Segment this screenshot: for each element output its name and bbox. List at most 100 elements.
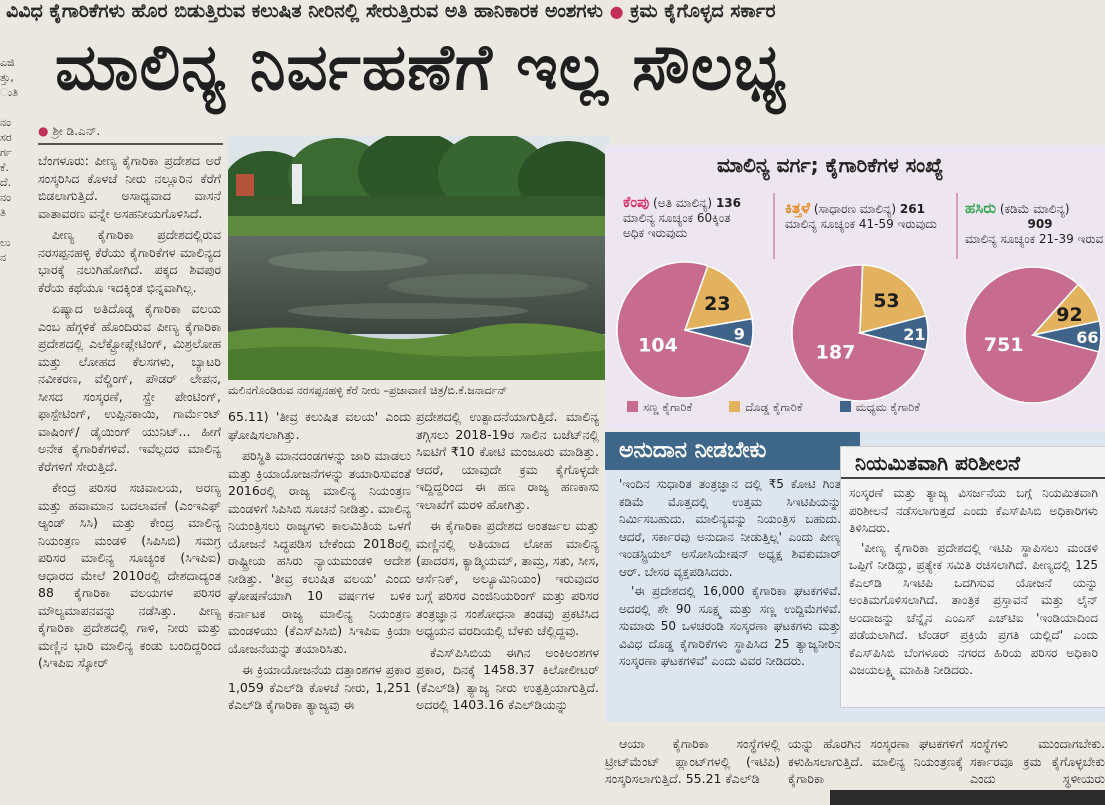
- pie-value-label: 104: [638, 334, 678, 356]
- fragment-line: [0, 220, 20, 235]
- fragment-line: ದೆ.: [0, 176, 12, 189]
- pie-value-label: 23: [704, 293, 730, 315]
- category-name: ಕೆಂಪು: [623, 193, 650, 211]
- photo-caption: ಮಲಿನಗೊಂಡಿರುವ ನರಸಪ್ಪನಹಳ್ಳಿ ಕೆರೆ ನೀರು –ಪ್ರ…: [228, 384, 508, 397]
- fragment-line: ತಿ: [0, 206, 6, 219]
- col1-para: ಪೀಣ್ಯ ಕೈಗಾರಿಕಾ ಪ್ರದೇಶದಲ್ಲಿರುವ ನರಸಪ್ಪನಹಳ್…: [38, 227, 221, 295]
- bottom-para: ಆಯಾ ಕೈಗಾರಿಕಾ ಸಂಸ್ಥೆಗಳಲ್ಲಿ ಟ್ರೀಟ್‌ಮೆಂಟ್ ಪ…: [605, 736, 780, 786]
- category-count: 909: [1027, 217, 1053, 231]
- grant-sidebar-body: 'ಇಂದಿನ ಸುಧಾರಿತ ತಂತ್ರಜ್ಞಾನ ದಲ್ಲಿ ₹5 ಕೋಟಿ …: [619, 476, 841, 716]
- col3-para: ಈ ಕೈಗಾರಿಕಾ ಪ್ರದೇಶದ ಅಂತರ್ಜಲ ಮತ್ತು ಮಣ್ಣಿನಲ…: [416, 518, 599, 638]
- category-divider: [773, 193, 775, 259]
- pie-slice: [859, 264, 927, 334]
- pie-slice: [683, 264, 753, 331]
- fragment-line: ರ್ಗ: [0, 146, 12, 159]
- infographic-title: ಮಾಲಿನ್ಯ ವರ್ಗ; ಕೈಗಾರಿಕೆಗಳ ಸಂಖ್ಯೆ: [717, 153, 944, 177]
- fragment-line: ನಂ: [0, 191, 11, 204]
- fragment-line: ನಂ: [0, 116, 11, 129]
- bottom-para: ಯನ್ನು ಹೊರಗಿನ ಸಂಸ್ಕರಣಾ ಘಟಕಗಳಿಗೆ ಕಳುಹಿಸಲಾಗ…: [788, 736, 963, 786]
- headline: ಮಾಲಿನ್ಯ ನಿರ್ವಹಣೆಗೆ ಇಲ್ಲ ಸೌಲಭ್ಯ: [55, 31, 787, 105]
- fragment-line: ಕೆ.: [0, 161, 9, 174]
- inspection-para: 'ಪೀಣ್ಯ ಕೈಗಾರಿಕಾ ಪ್ರದೇಶದಲ್ಲಿ ಇಟಿಪಿ ಸ್ಥಾಪಿ…: [849, 540, 1098, 678]
- pie-slice: [616, 261, 752, 399]
- pie-slice: [684, 317, 754, 348]
- fragment-line: ುತಿ: [0, 86, 19, 99]
- legend-swatch-small: [627, 401, 638, 412]
- category-green: ಹಸಿರು (ಕಡಿಮೆ ಮಾಲಿನ್ಯ) 909 ಮಾಲಿನ್ಯ ಸೂಚ್ಯಂ…: [965, 201, 1105, 247]
- lake-photo-image: [228, 136, 610, 380]
- pollution-infographic: ಮಾಲಿನ್ಯ ವರ್ಗ; ಕೈಗಾರಿಕೆಗಳ ಸಂಖ್ಯೆ ಕೆಂಪು (ಅ…: [605, 145, 1105, 431]
- pie-value-label: 53: [873, 290, 899, 312]
- pie-value-label: 66: [1076, 328, 1098, 347]
- category-desc: (ಸಾಧಾರಣ ಮಾಲಿನ್ಯ): [813, 202, 897, 216]
- article-column-2: 65.11) 'ತೀವ್ರ ಕಲುಷಿತ ವಲಯ' ಎಂದು ಘೋಷಿಸಲಾಗಿ…: [228, 408, 411, 805]
- byline-rule: [38, 143, 223, 145]
- byline: ● ಶ್ರೀ ಡಿ.ಎನ್.: [38, 124, 100, 139]
- col2-para: ಪರಿಸ್ಥಿತಿ ಮಾನದಂಡಗಳನ್ನು ಜಾರಿ ಮಾಡಲು ಮತ್ತು …: [228, 448, 411, 656]
- category-orange: ಕಿತ್ತಳೆ (ಸಾಧಾರಣ ಮಾಲಿನ್ಯ) 261 ಮಾಲಿನ್ಯ ಸೂಚ…: [785, 201, 970, 232]
- category-desc: (ಕಡಿಮೆ ಮಾಲಿನ್ಯ): [999, 202, 1070, 216]
- bullet-icon: ●: [609, 2, 624, 21]
- pie-slice: [1032, 320, 1102, 353]
- byline-name: ಶ್ರೀ ಡಿ.ಎನ್.: [52, 124, 101, 138]
- category-red: ಕೆಂಪು (ಅತಿ ಮಾಲಿನ್ಯ) 136 ಮಾಲಿನ್ಯ ಸೂಚ್ಯಂಕ …: [623, 195, 783, 241]
- legend-swatch-medium: [839, 401, 851, 412]
- bottom-para: ಸಂಸ್ಥೆಗಳು ಮುಂದಾಗಬೇಕು. ಸರ್ಕಾರವೂ ಕ್ರಮ ಕೈಗೊ…: [970, 736, 1105, 790]
- inspection-sidebar: ನಿಯಮಿತವಾಗಿ ಪರಿಶೀಲನೆ ಸಂಸ್ಕರಣೆ ಮತ್ತು ತ್ಯಾಜ…: [840, 446, 1105, 708]
- adjacent-article-fragment: ಎಜಿ ತ್ತು,ುತಿ ನಂ ಸರ ರ್ಗ ಕೆ. ದೆ. ನಂ ತಿ ಲು ನ: [0, 55, 20, 265]
- kicker-line: ವಿವಿಧ ಕೈಗಾರಿಕೆಗಳು ಹೊರ ಬಿಡುತ್ತಿರುವ ಕಲುಷಿತ…: [0, 0, 1105, 24]
- col2-para: ಈ ಕ್ರಿಯಾಯೋಜನೆಯ ದತ್ತಾಂಶಗಳ ಪ್ರಕಾರ 1,059 ಕೆ…: [228, 662, 411, 712]
- fragment-line: ತ್ತು,: [0, 71, 14, 84]
- category-divider: [956, 193, 958, 259]
- fragment-line: ನ: [0, 251, 7, 264]
- col3-para: ಪ್ರದೇಶದಲ್ಲಿ ಉತ್ಪಾದನೆಯಾಗುತ್ತಿದೆ. ಮಾಲಿನ್ಯ …: [416, 409, 599, 512]
- kicker-left: ವಿವಿಧ ಕೈಗಾರಿಕೆಗಳು ಹೊರ ಬಿಡುತ್ತಿರುವ ಕಲುಷಿತ…: [6, 0, 603, 22]
- legend-label: ಸಣ್ಣ ಕೈಗಾರಿಕೆ: [643, 400, 693, 414]
- article-column-1: ಬೆಂಗಳೂರು: ಪೀಣ್ಯ ಕೈಗಾರಿಕಾ ಪ್ರದೇಶದ ಅರೆ ಸಂಸ…: [38, 152, 221, 805]
- kicker-right: ಕ್ರಮ ಕೈಗೊಳ್ಳದ ಸರ್ಕಾರ: [630, 0, 776, 22]
- legend-swatch-large: [729, 401, 741, 412]
- category-desc: (ಅತಿ ಮಾಲಿನ್ಯ): [653, 196, 713, 210]
- lake-photo: [228, 136, 610, 380]
- grant-para: 'ಈ ಪ್ರದೇಶದಲ್ಲಿ 16,000 ಕೈಗಾರಿಕಾ ಘಟಕಗಳಿವೆ.…: [619, 584, 841, 668]
- chart-legend: ಸಣ್ಣ ಕೈಗಾರಿಕೆ ದೊಡ್ಡ ಕೈಗಾರಿಕೆ ಮಧ್ಯಮ ಕೈಗಾರ…: [627, 400, 920, 415]
- col1-para: ಕೇಂದ್ರ ಪರಿಸರ ಸಚಿವಾಲಯ, ಅರಣ್ಯ ಮತ್ತು ಹವಾಮಾನ…: [38, 480, 221, 670]
- legend-label: ದೊಡ್ಡ ಕೈಗಾರಿಕೆ: [745, 400, 803, 414]
- pie-value-label: 21: [903, 325, 925, 344]
- pie-value-label: 92: [1056, 304, 1082, 326]
- fragment-line: ಸರ: [0, 131, 12, 144]
- legend-label: ಮಧ್ಯಮ ಕೈಗಾರಿಕೆ: [855, 400, 920, 414]
- category-count: 136: [715, 196, 742, 210]
- inspection-para: ಸಂಸ್ಕರಣೆ ಮತ್ತು ತ್ಯಾಜ್ಯ ವಿಸರ್ಜನೆಯ ಬಗ್ಗೆ ನ…: [849, 486, 1098, 535]
- col2-para: 65.11) 'ತೀವ್ರ ಕಲುಷಿತ ವಲಯ' ಎಂದು ಘೋಷಿಸಲಾಗಿ…: [228, 409, 411, 442]
- grant-para: 'ಇಂದಿನ ಸುಧಾರಿತ ತಂತ್ರಜ್ಞಾನ ದಲ್ಲಿ ₹5 ಕೋಟಿ …: [619, 477, 841, 579]
- pie-value-label: 9: [734, 324, 745, 343]
- category-index: ಮಾಲಿನ್ಯ ಸೂಚ್ಯಂಕ 60ಕ್ಕಿಂತ: [623, 211, 731, 225]
- bottom-column-1: ಆಯಾ ಕೈಗಾರಿಕಾ ಸಂಸ್ಥೆಗಳಲ್ಲಿ ಟ್ರೀಟ್‌ಮೆಂಟ್ ಪ…: [605, 735, 780, 805]
- bottom-column-2: ಯನ್ನು ಹೊರಗಿನ ಸಂಸ್ಕರಣಾ ಘಟಕಗಳಿಗೆ ಕಳುಹಿಸಲಾಗ…: [788, 735, 963, 790]
- category-name: ಹಸಿರು: [965, 199, 997, 217]
- pie-slice: [857, 314, 929, 351]
- pie-slice: [964, 266, 1100, 404]
- pie-value-label: 751: [984, 334, 1024, 356]
- col3-para: ಕೆಎಸ್‌ಪಿಸಿಬಿಯ ಈಗಿನ ಅಂಕಿಅಂಶಗಳ ಪ್ರಕಾರ, ದಿನ…: [416, 644, 599, 713]
- col1-para: ಏಷ್ಯಾದ ಅತಿದೊಡ್ಡ ಕೈಗಾರಿಕಾ ವಲಯ ಎಂಬ ಹೆಗ್ಗಳಿ…: [38, 301, 221, 474]
- category-index-note: ಅಧಿಕ ಇರುವುದು: [623, 226, 688, 240]
- next-headline-strip: [830, 790, 1105, 805]
- grant-sidebar-title: ಅನುದಾನ ನೀಡಬೇಕು: [605, 432, 860, 470]
- article-column-3: ಪ್ರದೇಶದಲ್ಲಿ ಉತ್ಪಾದನೆಯಾಗುತ್ತಿದೆ. ಮಾಲಿನ್ಯ …: [416, 408, 599, 805]
- bottom-column-3: ಸಂಸ್ಥೆಗಳು ಮುಂದಾಗಬೇಕು. ಸರ್ಕಾರವೂ ಕ್ರಮ ಕೈಗೊ…: [970, 735, 1105, 790]
- inspection-sidebar-title: ನಿಯಮಿತವಾಗಿ ಪರಿಶೀಲನೆ: [841, 447, 1105, 479]
- category-index: ಮಾಲಿನ್ಯ ಸೂಚ್ಯಂಕ 41-59 ಇರುವುದು: [785, 217, 937, 231]
- fragment-line: [0, 100, 20, 115]
- fragment-line: ಲು: [0, 236, 11, 249]
- category-count: 261: [899, 202, 925, 216]
- category-name: ಕಿತ್ತಳೆ: [785, 199, 810, 217]
- pie-value-label: 187: [816, 341, 856, 363]
- inspection-sidebar-body: ಸಂಸ್ಕರಣೆ ಮತ್ತು ತ್ಯಾಜ್ಯ ವಿಸರ್ಜನೆಯ ಬಗ್ಗೆ ನ…: [841, 479, 1105, 699]
- category-index: ಮಾಲಿನ್ಯ ಸೂಚ್ಯಂಕ 21-39 ಇರುವ: [965, 232, 1104, 246]
- byline-bullet: ●: [38, 124, 49, 138]
- col1-para: ಬೆಂಗಳೂರು: ಪೀಣ್ಯ ಕೈಗಾರಿಕಾ ಪ್ರದೇಶದ ಅರೆ ಸಂಸ…: [38, 153, 221, 221]
- fragment-line: ಎಜಿ: [0, 56, 15, 69]
